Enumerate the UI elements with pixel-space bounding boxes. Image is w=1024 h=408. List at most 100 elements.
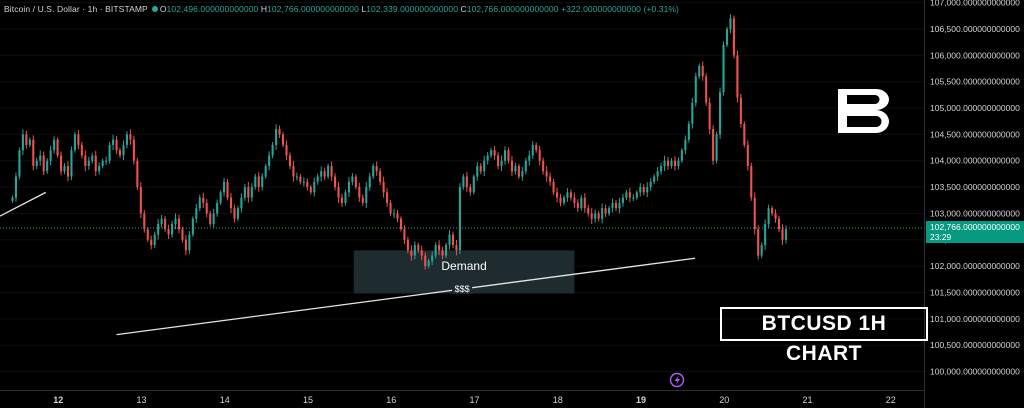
candle <box>517 163 520 179</box>
candle-body <box>49 150 52 161</box>
candle <box>39 150 42 166</box>
candle <box>732 15 735 59</box>
trendline-label: $$$ <box>455 284 470 294</box>
candle <box>458 183 461 255</box>
candle <box>379 168 382 186</box>
candle-body <box>604 208 607 214</box>
brand-b-logo-icon <box>838 89 889 133</box>
candle-body <box>701 65 704 77</box>
candle <box>590 208 593 224</box>
candle-body <box>257 176 260 188</box>
candle <box>108 141 111 164</box>
candle <box>736 50 739 103</box>
candle <box>35 157 38 170</box>
candle-body <box>403 229 406 240</box>
candle <box>438 240 441 256</box>
candle-body <box>21 134 24 151</box>
candle-body <box>732 18 735 56</box>
last-price-tag: 102,766.000000000000 23:29 <box>926 221 1024 243</box>
candle <box>573 192 576 208</box>
candle <box>514 162 517 175</box>
candle-body <box>465 176 468 188</box>
price-axis[interactable]: 107,000.000000000000 106,500.000000000000… <box>924 0 1021 408</box>
candle <box>32 135 35 171</box>
price-tick-label: 104,000.000000000000 <box>930 156 1020 166</box>
candle <box>701 61 704 81</box>
candle-body <box>431 255 434 261</box>
candle-body <box>573 197 576 203</box>
trendline[interactable] <box>0 191 47 217</box>
candle <box>413 241 416 260</box>
candle <box>174 213 177 230</box>
time-axis[interactable]: 12 13 14 15 16 17 18 19 20 21 22 <box>0 390 924 406</box>
low-value: 102,339.000000000000 <box>366 4 459 14</box>
candle <box>479 163 482 175</box>
candle <box>63 163 66 175</box>
candle <box>184 235 187 256</box>
candle-body <box>236 208 239 219</box>
time-tick-label: 20 <box>719 395 729 405</box>
candle-body <box>181 229 184 240</box>
candle <box>608 205 611 216</box>
candle <box>725 26 729 48</box>
candle <box>684 135 687 155</box>
candle-body <box>115 139 118 151</box>
candle <box>358 182 361 202</box>
candle <box>87 156 90 170</box>
candle-body <box>590 213 593 219</box>
candle-body <box>323 171 326 177</box>
candle-body <box>278 129 281 135</box>
candle-body <box>56 139 59 156</box>
time-tick-label: 16 <box>386 395 396 405</box>
candle <box>531 141 534 160</box>
candle-body <box>614 202 618 209</box>
candle-body <box>555 192 559 198</box>
trendline[interactable] <box>116 257 696 336</box>
lightning-badge-icon[interactable] <box>669 372 685 388</box>
candle-body <box>739 97 742 124</box>
candles <box>11 14 787 270</box>
candle <box>680 148 683 163</box>
time-tick-label: 13 <box>137 395 147 405</box>
candle-body <box>771 208 774 214</box>
candle <box>666 156 670 170</box>
candle <box>73 131 76 153</box>
candle-body <box>722 44 725 93</box>
candle-body <box>451 234 455 246</box>
candle <box>167 224 170 240</box>
candle-body <box>365 187 368 203</box>
candle-body <box>406 239 409 251</box>
candle <box>500 155 503 172</box>
candle <box>462 173 465 190</box>
candle-body <box>417 245 420 251</box>
candle-body <box>576 202 579 209</box>
candle <box>663 155 666 172</box>
candle <box>774 209 777 223</box>
candle-body <box>358 187 361 198</box>
candle-body <box>608 208 611 214</box>
candle <box>247 182 250 203</box>
candle <box>347 177 350 198</box>
candle-body <box>35 160 38 167</box>
price-tick-label: 107,000.000000000000 <box>930 0 1020 8</box>
price-tick-label: 101,500.000000000000 <box>930 288 1020 298</box>
candle <box>139 182 142 219</box>
candle-body <box>320 171 323 177</box>
candle-body <box>108 144 111 161</box>
candle-body <box>635 192 638 198</box>
candle-body <box>202 197 205 203</box>
candle <box>601 203 604 224</box>
candle <box>243 183 246 201</box>
candle <box>784 225 787 244</box>
candle <box>538 145 541 166</box>
candle <box>344 189 347 206</box>
candle <box>53 136 56 154</box>
candle-body <box>354 176 357 188</box>
candle <box>746 140 749 171</box>
time-tick-label: 19 <box>636 395 646 405</box>
candle <box>427 258 430 269</box>
candle <box>80 141 83 159</box>
candle-body <box>212 213 215 224</box>
candle <box>66 161 70 182</box>
